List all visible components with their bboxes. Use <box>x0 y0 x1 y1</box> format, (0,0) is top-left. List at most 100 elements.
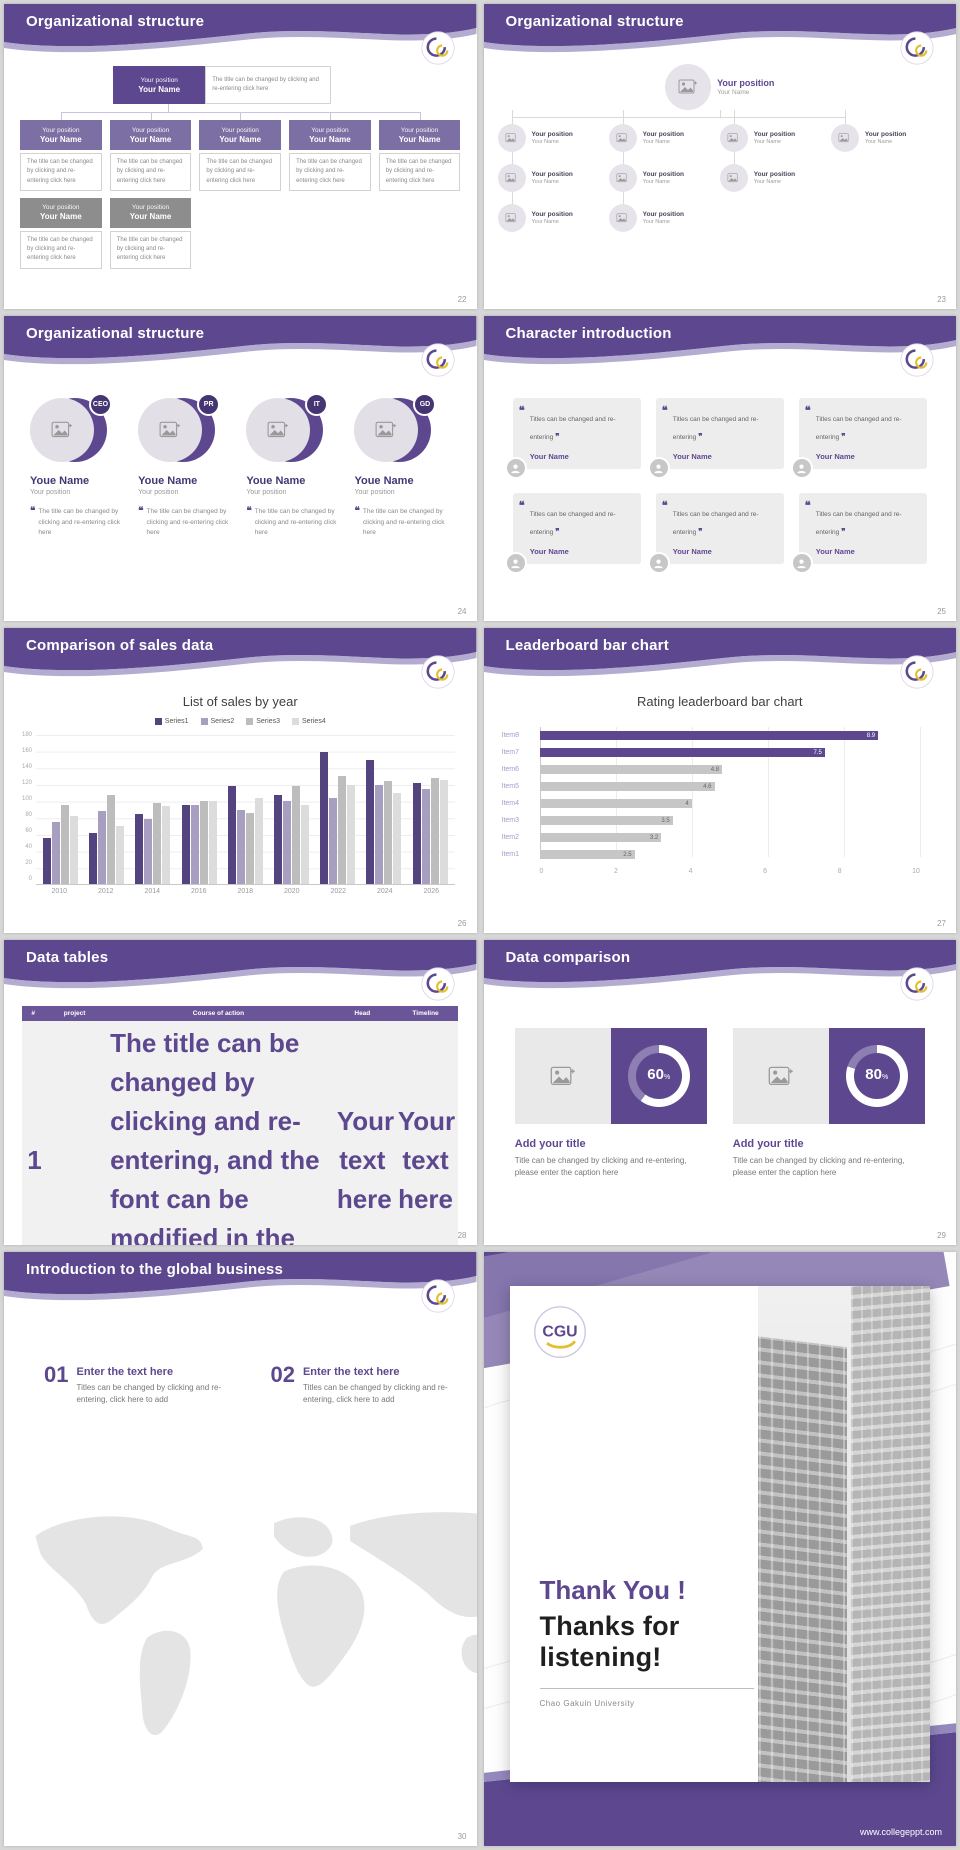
legend-item: Series4 <box>291 718 326 725</box>
legend-swatch <box>200 718 208 725</box>
cgu-logo-icon <box>420 967 455 1001</box>
org-connector <box>16 104 465 120</box>
person-name: Your Name <box>529 452 569 461</box>
slide-29-data-comparison[interactable]: Data comparison 60% Add your title <box>483 940 956 1245</box>
bar-series2 <box>190 804 199 884</box>
bar-series1 <box>366 759 375 884</box>
page-number: 29 <box>937 1231 946 1240</box>
avatar-placeholder <box>608 124 637 152</box>
slide-24-org-structure[interactable]: Organizational structure CEO Youe Name Y… <box>4 316 477 621</box>
image-placeholder-icon <box>616 173 627 183</box>
x-tick: 2026 <box>423 888 440 895</box>
leader-label: Item3 <box>501 817 520 824</box>
bar-series4 <box>116 826 125 884</box>
leader-x-axis: 0 2 4 6 8 10 <box>540 868 921 875</box>
sales-chart: 180 160 140 120 100 80 60 40 20 0 2010 2012 2014 201… <box>16 732 455 895</box>
slide-25-character-introduction[interactable]: Character introduction ❝ Titles can be ch… <box>483 316 956 621</box>
legend-swatch <box>291 718 299 725</box>
divider <box>539 1688 754 1689</box>
slide-header: Organizational structure <box>4 4 477 65</box>
table-row: 1 Your text here The title can be change… <box>22 1021 459 1245</box>
quote-card: ❝ Titles can be changed and re-entering ❞ Y… <box>647 493 784 574</box>
bar-series3 <box>199 801 208 884</box>
person-icon <box>797 559 806 568</box>
logo-text: CGU <box>542 1324 577 1341</box>
avatar-placeholder <box>246 398 311 462</box>
quote-icon: ❝ <box>518 500 525 512</box>
org-column: Your position Your Name Your position Your… <box>608 110 720 232</box>
quote-text: Titles can be changed and re-entering <box>672 511 759 536</box>
thank-you-text: Thank You ! Thanks for listening! Chao G… <box>539 1575 759 1708</box>
org-column: Your position Your Name Your position Your… <box>497 110 609 232</box>
org-node-note: The title can be changed by clicking and… <box>109 230 192 269</box>
quote-icon: ❝ <box>518 405 525 417</box>
slide-28-data-tables[interactable]: Data tables # project Course of action H… <box>4 940 477 1245</box>
org-position-label: Your position <box>42 126 80 134</box>
leader-track: 2.5 <box>539 850 921 859</box>
legend-item: Series3 <box>246 718 280 725</box>
org-node: Your position Your Name The title can be c… <box>195 120 285 191</box>
header-band <box>4 4 477 53</box>
leaderboard-chart: Item8 8.9 Item7 7.5 Item6 4.8 Item5 4.6 Item4 4 It… <box>502 727 927 875</box>
leader-value: 4.6 <box>703 783 712 790</box>
leader-row: Item5 4.6 <box>502 778 927 795</box>
org-position-label: Your position <box>642 211 685 218</box>
quote-icon: ❞ <box>555 432 560 441</box>
numbered-item: 01 Enter the text here Titles can be cha… <box>44 1364 224 1407</box>
image-placeholder-icon <box>267 421 289 438</box>
slide-22-org-structure[interactable]: Organizational structure Your position Y… <box>4 4 477 309</box>
leader-bar: 4 <box>539 799 692 808</box>
slide-header: Data comparison <box>483 940 956 1001</box>
org-node-note: The title can be changed by clicking and… <box>199 153 282 191</box>
image-placeholder-icon <box>376 421 397 438</box>
slide-27-leaderboard[interactable]: Leaderboard bar chart Rating leaderboard… <box>483 628 956 933</box>
org-name-label: Your Name <box>642 179 670 185</box>
bar-series4 <box>439 779 448 884</box>
person-position: Your position <box>354 489 395 496</box>
org-position-label: Your position <box>140 76 178 84</box>
slide-26-sales-comparison[interactable]: Comparison of sales data List of sales b… <box>4 628 477 933</box>
slide-thank-you[interactable]: CGU Thank You ! Thanks for listening! Ch… <box>483 1252 956 1846</box>
image-placeholder-icon <box>159 421 181 438</box>
x-tick: 2020 <box>283 888 300 895</box>
leader-bar: 2.5 <box>539 850 635 859</box>
header-band <box>483 940 956 989</box>
org-root: Your position Your Name The title can be… <box>4 66 459 104</box>
cell-index: 1 <box>22 1021 45 1245</box>
image-placeholder <box>514 1028 611 1124</box>
donut-box: 60% <box>610 1028 707 1124</box>
numbered-items: 01 Enter the text here Titles can be cha… <box>44 1364 477 1407</box>
slide-title: Leaderboard bar chart <box>505 637 669 654</box>
org-position-label: Your position <box>642 171 685 178</box>
avatar-placeholder <box>138 398 203 462</box>
avatar-placeholder <box>497 164 526 192</box>
gridline <box>920 727 921 857</box>
person-note: ❝ The title can be changed by clicking an… <box>354 506 444 539</box>
sales-plot <box>36 735 455 885</box>
page-number: 22 <box>457 295 467 304</box>
quote-text: Titles can be changed and re-entering <box>815 511 902 536</box>
cell-timeline: Your text here <box>392 1021 459 1245</box>
org-name-label: Your Name <box>753 139 782 145</box>
org-root-node: Your position Your Name <box>484 64 957 110</box>
y-tick: 100 <box>21 796 32 802</box>
slide-23-org-structure[interactable]: Organizational structure Your position Yo… <box>483 4 957 309</box>
image-placeholder-icon <box>678 79 698 94</box>
legend-label: Series2 <box>210 718 235 725</box>
building-tower <box>757 1334 848 1782</box>
org-position-label: Your position <box>531 131 573 138</box>
image-placeholder <box>732 1028 829 1124</box>
person-name: Your Name <box>815 547 855 556</box>
org-node-note: The title can be changed by clicking and… <box>20 230 102 269</box>
leader-track: 8.9 <box>539 731 921 740</box>
person-name: Youe Name <box>354 475 414 487</box>
page-number: 30 <box>457 1832 467 1841</box>
slide-30-global-business[interactable]: Introduction to the global business 01 <box>4 1252 477 1846</box>
y-tick: 160 <box>21 748 32 754</box>
leader-track: 4.6 <box>539 782 921 791</box>
image-placeholder-icon <box>505 173 516 183</box>
org-root-box: Your position Your Name <box>113 66 206 104</box>
org-position-label: Your position <box>42 204 80 212</box>
leader-row: Item6 4.8 <box>502 761 927 778</box>
org-node-box: Your position Your Name <box>109 197 192 228</box>
